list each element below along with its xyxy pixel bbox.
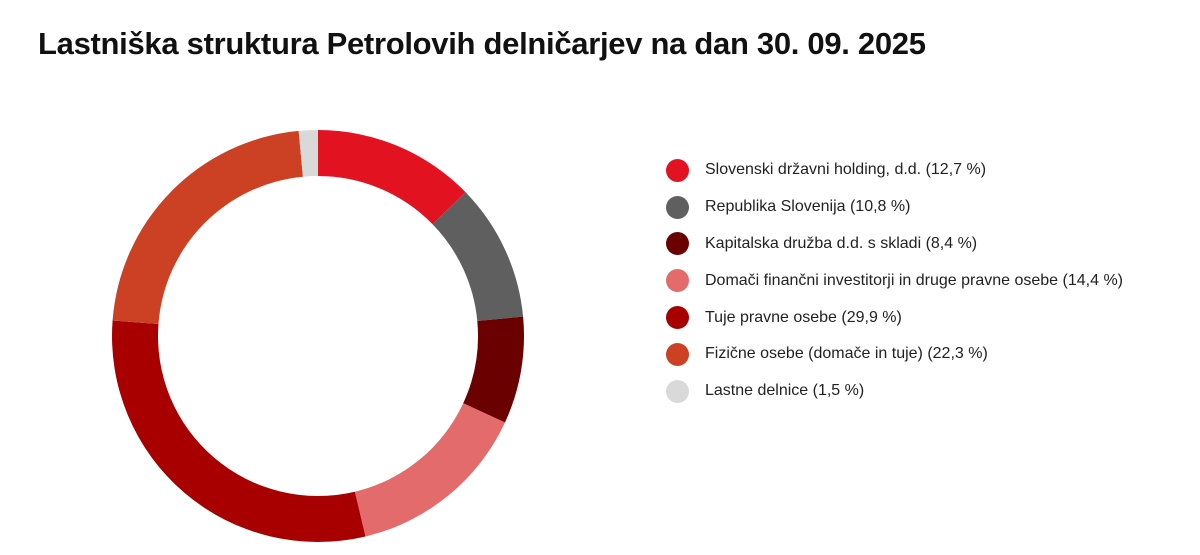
legend-swatch-icon: [666, 232, 689, 256]
legend-label: Republika Slovenija (10,8 %): [705, 198, 911, 216]
legend-swatch-icon: [666, 306, 689, 330]
legend-item-7: Lastne delnice (1,5 %): [666, 373, 1123, 410]
legend-item-4: Domači finančni investitorji in druge pr…: [666, 262, 1123, 299]
chart-title: Lastniška struktura Petrolovih delničarj…: [38, 26, 926, 61]
donut-slice-4: [354, 403, 505, 537]
legend-swatch-icon: [666, 379, 689, 403]
legend-swatch-icon: [666, 342, 689, 366]
legend-label: Tuje pravne osebe (29,9 %): [705, 308, 902, 326]
legend-item-1: Slovenski državni holding, d.d. (12,7 %): [666, 152, 1123, 189]
chart-legend: Slovenski državni holding, d.d. (12,7 %)…: [666, 152, 1123, 410]
legend-label: Fizične osebe (domače in tuje) (22,3 %): [705, 345, 988, 363]
legend-item-3: Kapitalska družba d.d. s skladi (8,4 %): [666, 226, 1123, 263]
legend-item-5: Tuje pravne osebe (29,9 %): [666, 299, 1123, 336]
donut-slice-7: [298, 130, 318, 177]
legend-item-2: Republika Slovenija (10,8 %): [666, 189, 1123, 226]
donut-chart: [112, 130, 524, 542]
donut-slice-6: [112, 130, 303, 324]
legend-swatch-icon: [666, 269, 689, 293]
donut-slice-3: [463, 316, 524, 423]
legend-item-6: Fizične osebe (domače in tuje) (22,3 %): [666, 336, 1123, 373]
legend-swatch-icon: [666, 195, 689, 219]
legend-label: Kapitalska družba d.d. s skladi (8,4 %): [705, 234, 978, 252]
donut-slice-5: [112, 320, 366, 542]
donut-slice-1: [318, 130, 466, 225]
legend-label: Domači finančni investitorji in druge pr…: [705, 271, 1123, 289]
legend-swatch-icon: [666, 158, 689, 182]
legend-label: Slovenski državni holding, d.d. (12,7 %): [705, 161, 987, 179]
donut-slice-2: [432, 192, 524, 321]
legend-label: Lastne delnice (1,5 %): [705, 382, 865, 400]
